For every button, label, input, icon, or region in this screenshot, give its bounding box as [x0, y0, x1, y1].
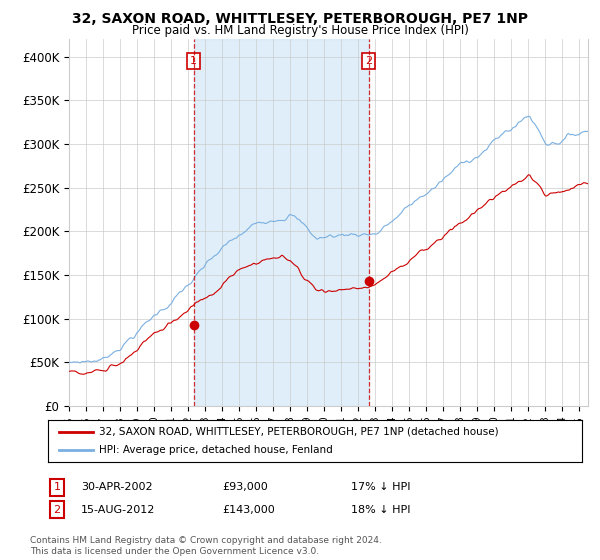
Text: 18% ↓ HPI: 18% ↓ HPI — [351, 505, 410, 515]
Text: Price paid vs. HM Land Registry's House Price Index (HPI): Price paid vs. HM Land Registry's House … — [131, 24, 469, 36]
Text: 1: 1 — [53, 482, 61, 492]
Text: 15-AUG-2012: 15-AUG-2012 — [81, 505, 155, 515]
Text: 32, SAXON ROAD, WHITTLESEY, PETERBOROUGH, PE7 1NP (detached house): 32, SAXON ROAD, WHITTLESEY, PETERBOROUGH… — [99, 427, 499, 437]
Text: Contains HM Land Registry data © Crown copyright and database right 2024.
This d: Contains HM Land Registry data © Crown c… — [30, 536, 382, 556]
Text: £93,000: £93,000 — [222, 482, 268, 492]
Text: 30-APR-2002: 30-APR-2002 — [81, 482, 152, 492]
Text: £143,000: £143,000 — [222, 505, 275, 515]
Text: 32, SAXON ROAD, WHITTLESEY, PETERBOROUGH, PE7 1NP: 32, SAXON ROAD, WHITTLESEY, PETERBOROUGH… — [72, 12, 528, 26]
Text: 2: 2 — [365, 56, 373, 66]
Text: 2: 2 — [53, 505, 61, 515]
Bar — [194, 39, 369, 406]
Text: HPI: Average price, detached house, Fenland: HPI: Average price, detached house, Fenl… — [99, 445, 332, 455]
Text: 17% ↓ HPI: 17% ↓ HPI — [351, 482, 410, 492]
Text: 1: 1 — [190, 56, 197, 66]
